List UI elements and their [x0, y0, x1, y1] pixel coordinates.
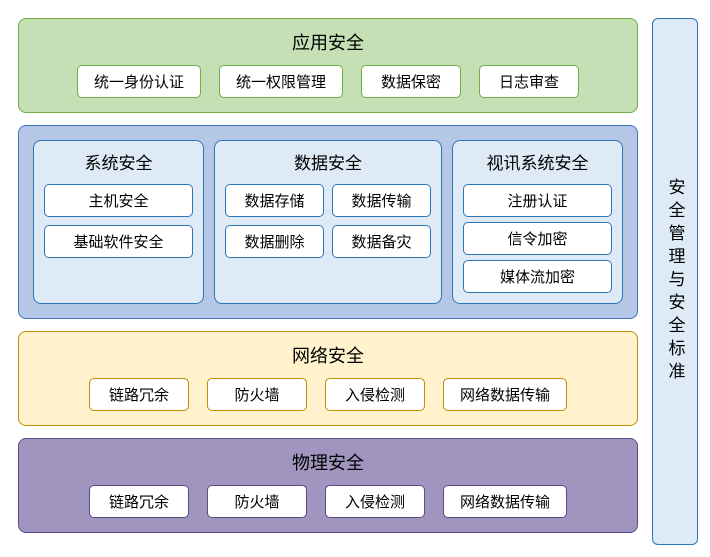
- subgroup-title: 系统安全: [85, 149, 153, 174]
- item-unified-identity: 统一身份认证: [77, 65, 201, 98]
- layer-application-security: 应用安全 统一身份认证 统一权限管理 数据保密 日志审查: [18, 18, 638, 113]
- item-unified-permission: 统一权限管理: [219, 65, 343, 98]
- item-intrusion-detection: 入侵检测: [325, 485, 425, 518]
- layer-network-security: 网络安全 链路冗余 防火墙 入侵检测 网络数据传输: [18, 331, 638, 426]
- item-data-backup: 数据备灾: [332, 225, 431, 258]
- item-network-data-transmission: 网络数据传输: [443, 485, 567, 518]
- item-intrusion-detection: 入侵检测: [325, 378, 425, 411]
- layer-title: 应用安全: [292, 29, 364, 55]
- item-link-redundancy: 链路冗余: [89, 485, 189, 518]
- subgroup-row: 系统安全 主机安全 基础软件安全 数据安全 数据存储: [33, 140, 623, 304]
- right-panel-security-mgmt-standards: 安全管理与安全标准: [652, 18, 698, 545]
- item-signaling-encryption: 信令加密: [463, 222, 612, 255]
- layer-items: 统一身份认证 统一权限管理 数据保密 日志审查: [33, 65, 623, 98]
- subgroup-title: 数据安全: [294, 149, 362, 174]
- layer-physical-security: 物理安全 链路冗余 防火墙 入侵检测 网络数据传输: [18, 438, 638, 533]
- item-data-deletion: 数据删除: [225, 225, 324, 258]
- subgroup-system-security: 系统安全 主机安全 基础软件安全: [33, 140, 204, 304]
- subgroup-items: 数据存储 数据传输 数据删除 数据备灾: [225, 184, 431, 258]
- item-network-data-transmission: 网络数据传输: [443, 378, 567, 411]
- item-data-transmission: 数据传输: [332, 184, 431, 217]
- item-media-stream-encryption: 媒体流加密: [463, 260, 612, 293]
- subgroup-items: 注册认证 信令加密 媒体流加密: [463, 184, 612, 293]
- subgroup-items: 主机安全 基础软件安全: [44, 184, 193, 258]
- item-link-redundancy: 链路冗余: [89, 378, 189, 411]
- subgroup-data-security: 数据安全 数据存储 数据传输 数据删除 数据备灾: [214, 140, 442, 304]
- subgroup-video-system-security: 视讯系统安全 注册认证 信令加密 媒体流加密: [452, 140, 623, 304]
- item-data-storage: 数据存储: [225, 184, 324, 217]
- layer-items: 链路冗余 防火墙 入侵检测 网络数据传输: [33, 378, 623, 411]
- item-firewall: 防火墙: [207, 485, 307, 518]
- item-registration-auth: 注册认证: [463, 184, 612, 217]
- layer-system-data-video: 系统安全 主机安全 基础软件安全 数据安全 数据存储: [18, 125, 638, 319]
- layer-items: 链路冗余 防火墙 入侵检测 网络数据传输: [33, 485, 623, 518]
- layers-column: 应用安全 统一身份认证 统一权限管理 数据保密 日志审查 系统安全 主机安全: [18, 18, 638, 545]
- item-log-audit: 日志审查: [479, 65, 579, 98]
- item-base-software-security: 基础软件安全: [44, 225, 193, 258]
- item-firewall: 防火墙: [207, 378, 307, 411]
- right-panel-label: 安全管理与安全标准: [663, 178, 688, 385]
- diagram-root: 应用安全 统一身份认证 统一权限管理 数据保密 日志审查 系统安全 主机安全: [18, 18, 698, 545]
- layer-title: 网络安全: [292, 342, 364, 368]
- item-data-confidentiality: 数据保密: [361, 65, 461, 98]
- item-host-security: 主机安全: [44, 184, 193, 217]
- subgroup-title: 视讯系统安全: [486, 149, 588, 174]
- layer-title: 物理安全: [292, 449, 364, 475]
